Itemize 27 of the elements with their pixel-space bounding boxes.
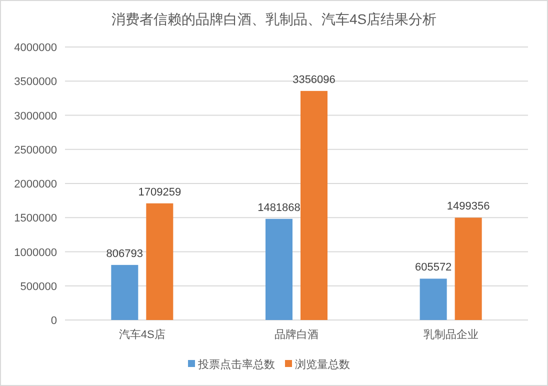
data-label: 1481868 <box>258 202 300 214</box>
y-tick-label: 1500000 <box>14 212 57 225</box>
data-label: 1709259 <box>138 186 182 198</box>
y-tick-label: 4000000 <box>14 42 57 54</box>
chart-title: 消费者信赖的品牌白酒、乳制品、汽车4S店结果分析 <box>111 11 437 27</box>
legend-label: 投票点击率总数 <box>197 358 275 371</box>
data-label: 806793 <box>106 248 144 260</box>
y-tick-label: 2500000 <box>14 144 57 156</box>
legend-label: 浏览量总数 <box>295 358 350 371</box>
x-tick-label: 汽车4S店 <box>118 328 166 341</box>
y-tick-label: 0 <box>50 315 57 327</box>
data-label: 3356096 <box>292 74 336 86</box>
x-tick-label: 品牌白酒 <box>274 328 318 341</box>
y-tick-label: 1000000 <box>14 246 57 259</box>
bar <box>420 278 447 320</box>
bar <box>454 218 482 320</box>
bar <box>111 264 138 320</box>
y-tick-label: 3500000 <box>14 76 57 88</box>
x-tick-label: 乳制品企业 <box>423 328 478 341</box>
y-tick-label: 2000000 <box>14 178 57 190</box>
data-label: 1499356 <box>446 200 490 213</box>
y-tick-label: 3000000 <box>14 110 57 122</box>
bar <box>300 90 328 320</box>
data-label: 605572 <box>414 262 452 274</box>
y-tick-label: 500000 <box>20 280 57 293</box>
bar <box>266 218 292 320</box>
bar <box>146 203 174 320</box>
